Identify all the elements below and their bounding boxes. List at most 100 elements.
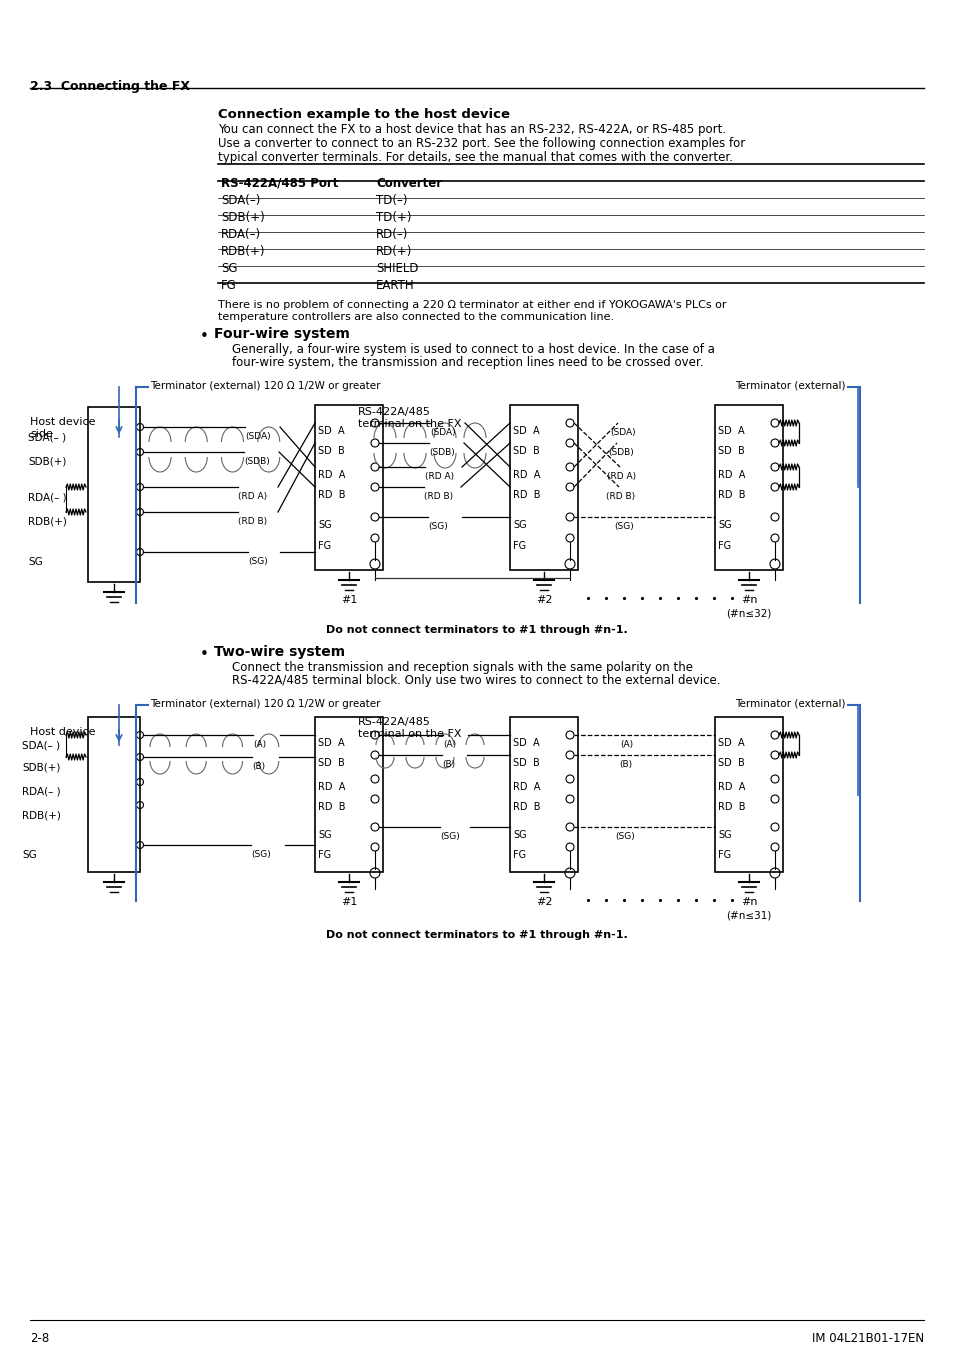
Text: FG: FG [317, 850, 331, 860]
Text: SDB(+): SDB(+) [22, 761, 60, 772]
Text: RD  A: RD A [513, 470, 539, 481]
Text: 2-8: 2-8 [30, 1332, 50, 1345]
Text: SD  B: SD B [513, 446, 539, 456]
Text: four-wire system, the transmission and reception lines need to be crossed over.: four-wire system, the transmission and r… [232, 356, 702, 369]
Text: (RD A): (RD A) [606, 472, 636, 481]
Text: (SG): (SG) [439, 832, 459, 841]
Text: #n: #n [740, 595, 757, 605]
Text: RS-422A/485: RS-422A/485 [357, 717, 431, 728]
Text: SD  B: SD B [317, 446, 344, 456]
Bar [714, 405, 782, 570]
Text: Terminator (external): Terminator (external) [735, 381, 845, 392]
Text: SDB(+): SDB(+) [221, 211, 265, 224]
Text: (SG): (SG) [251, 850, 271, 859]
Text: RD  B: RD B [317, 802, 345, 811]
Text: side: side [30, 429, 52, 439]
Text: RD  A: RD A [317, 782, 345, 792]
Text: TD(–): TD(–) [375, 194, 407, 207]
Text: (SDA): (SDA) [430, 428, 456, 437]
Text: RD(+): RD(+) [375, 244, 412, 258]
Text: #1: #1 [340, 896, 356, 907]
Text: 2.3  Connecting the FX: 2.3 Connecting the FX [30, 80, 190, 93]
Text: terminal on the FX: terminal on the FX [357, 418, 461, 429]
Text: SD  A: SD A [718, 427, 744, 436]
Text: RD  A: RD A [718, 782, 744, 792]
Text: Terminator (external): Terminator (external) [735, 699, 845, 709]
Text: (A): (A) [253, 740, 266, 749]
Text: (SDA): (SDA) [609, 428, 635, 437]
Text: RDA(– ): RDA(– ) [22, 787, 61, 796]
Text: SD  A: SD A [513, 427, 539, 436]
Text: Converter: Converter [375, 177, 441, 190]
Text: EARTH: EARTH [375, 279, 415, 292]
Text: Host device: Host device [30, 417, 95, 427]
Text: RD(–): RD(–) [375, 228, 408, 242]
Text: SDA(– ): SDA(– ) [28, 432, 66, 441]
Text: SD  A: SD A [718, 738, 744, 748]
Bar [510, 405, 578, 570]
Text: SG: SG [221, 262, 237, 275]
Text: #1: #1 [340, 595, 356, 605]
Text: FG: FG [513, 541, 525, 551]
Text: FG: FG [221, 279, 236, 292]
Text: SD  B: SD B [718, 446, 744, 456]
Text: •: • [200, 329, 209, 344]
Text: RDB(+): RDB(+) [22, 810, 61, 819]
Text: SG: SG [718, 520, 731, 531]
Text: SD  B: SD B [513, 757, 539, 768]
Text: SDB(+): SDB(+) [28, 458, 67, 467]
Text: SG: SG [513, 830, 526, 840]
Text: SG: SG [28, 558, 43, 567]
Text: terminal on the FX: terminal on the FX [357, 729, 461, 738]
Text: There is no problem of connecting a 220 Ω terminator at either end if YOKOGAWA's: There is no problem of connecting a 220 … [218, 300, 726, 310]
Text: FG: FG [317, 541, 331, 551]
Text: SDA(–): SDA(–) [221, 194, 260, 207]
Text: Connect the transmission and reception signals with the same polarity on the: Connect the transmission and reception s… [232, 662, 692, 674]
Text: (RD A): (RD A) [424, 472, 454, 481]
Text: RS-422A/485: RS-422A/485 [357, 406, 431, 417]
Text: (SDB): (SDB) [429, 448, 455, 458]
Text: SD  A: SD A [513, 738, 539, 748]
Text: (#n≤31): (#n≤31) [725, 910, 771, 919]
Text: typical converter terminals. For details, see the manual that comes with the con: typical converter terminals. For details… [218, 151, 732, 163]
Text: RDA(–): RDA(–) [221, 228, 261, 242]
Text: IM 04L21B01-17EN: IM 04L21B01-17EN [811, 1332, 923, 1345]
Text: #2: #2 [536, 595, 552, 605]
Text: RD  A: RD A [317, 470, 345, 481]
Text: (B): (B) [252, 761, 265, 771]
Text: Two-wire system: Two-wire system [213, 645, 345, 659]
Text: FG: FG [513, 850, 525, 860]
Bar [314, 405, 382, 570]
Text: (SG): (SG) [614, 522, 633, 531]
Text: RD  A: RD A [513, 782, 539, 792]
Text: Connection example to the host device: Connection example to the host device [218, 108, 510, 122]
Text: FG: FG [718, 850, 730, 860]
Bar [88, 406, 140, 582]
Text: Terminator (external) 120 Ω 1/2W or greater: Terminator (external) 120 Ω 1/2W or grea… [150, 381, 380, 392]
Bar [88, 717, 140, 872]
Text: #2: #2 [536, 896, 552, 907]
Text: Host device: Host device [30, 728, 95, 737]
Text: (#n≤32): (#n≤32) [725, 608, 771, 618]
Text: temperature controllers are also connected to the communication line.: temperature controllers are also connect… [218, 312, 614, 323]
Text: •: • [200, 647, 209, 662]
Bar [510, 717, 578, 872]
Text: SD  B: SD B [718, 757, 744, 768]
Text: RDA(– ): RDA(– ) [28, 491, 67, 502]
Text: Terminator (external) 120 Ω 1/2W or greater: Terminator (external) 120 Ω 1/2W or grea… [150, 699, 380, 709]
Text: (SDA): (SDA) [245, 432, 271, 441]
Text: SD  B: SD B [317, 757, 344, 768]
Text: SD  A: SD A [317, 427, 344, 436]
Text: RS-422A/485 Port: RS-422A/485 Port [221, 177, 338, 190]
Text: (SG): (SG) [615, 832, 634, 841]
Text: (A): (A) [442, 740, 456, 749]
Text: (SG): (SG) [248, 558, 268, 566]
Text: TD(+): TD(+) [375, 211, 411, 224]
Text: SHIELD: SHIELD [375, 262, 418, 275]
Text: SD  A: SD A [317, 738, 344, 748]
Text: SDA(– ): SDA(– ) [22, 740, 60, 751]
Text: #n: #n [740, 896, 757, 907]
Text: FG: FG [718, 541, 730, 551]
Bar [314, 717, 382, 872]
Text: (RD B): (RD B) [605, 491, 635, 501]
